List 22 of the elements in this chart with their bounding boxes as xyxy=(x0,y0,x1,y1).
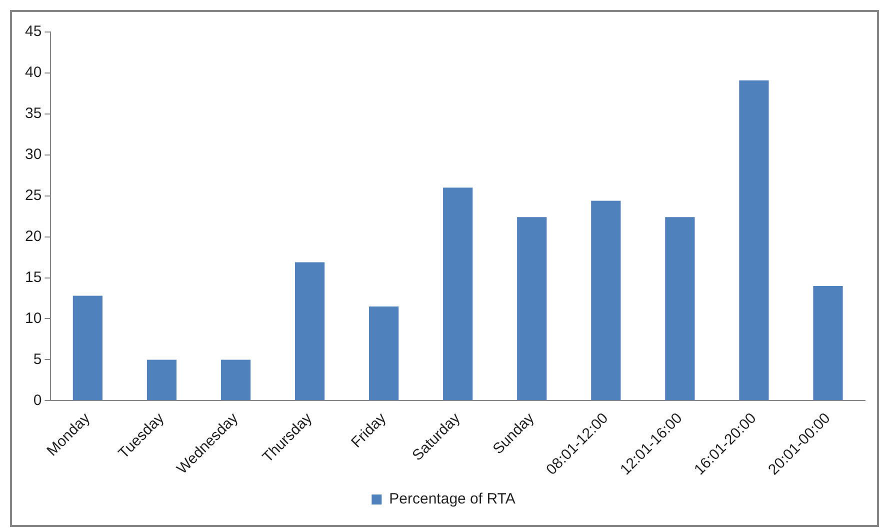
y-tick-label: 45 xyxy=(24,23,42,40)
y-tick-label: 10 xyxy=(24,310,42,327)
bar xyxy=(72,296,103,400)
bar xyxy=(369,306,399,400)
bar xyxy=(665,217,695,400)
y-tick-label: 35 xyxy=(24,105,42,122)
y-tick-label: 15 xyxy=(24,268,42,286)
y-tick-label: 30 xyxy=(24,146,42,164)
bar xyxy=(739,80,769,400)
bar xyxy=(146,360,177,400)
y-tick-label: 5 xyxy=(33,350,42,368)
y-tick-label: 20 xyxy=(24,228,42,245)
y-tick-label: 25 xyxy=(24,186,42,204)
y-tick-label: 40 xyxy=(24,64,42,82)
bar xyxy=(517,217,547,400)
legend-label: Percentage of RTA xyxy=(389,490,516,508)
bar xyxy=(591,200,621,400)
bar xyxy=(220,360,251,400)
y-tick-label: 0 xyxy=(33,392,42,409)
bar xyxy=(443,188,473,400)
bar xyxy=(294,262,325,400)
bar xyxy=(813,286,843,400)
